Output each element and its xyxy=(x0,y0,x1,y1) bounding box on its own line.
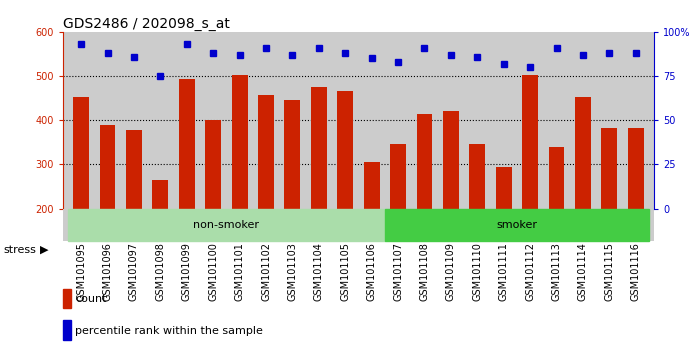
Bar xyxy=(73,97,89,209)
Bar xyxy=(205,120,221,209)
Bar xyxy=(152,180,168,209)
Text: percentile rank within the sample: percentile rank within the sample xyxy=(75,326,263,336)
Bar xyxy=(575,97,591,209)
Bar xyxy=(338,91,353,209)
Bar xyxy=(469,144,485,209)
Bar xyxy=(100,125,116,209)
Bar xyxy=(416,114,432,209)
Bar xyxy=(522,75,538,209)
Bar xyxy=(548,147,564,209)
Text: non-smoker: non-smoker xyxy=(193,219,260,230)
Bar xyxy=(258,95,274,209)
Text: smoker: smoker xyxy=(496,219,537,230)
Bar xyxy=(390,144,406,209)
Bar xyxy=(126,130,142,209)
Bar xyxy=(68,209,385,241)
Text: ▶: ▶ xyxy=(40,245,48,255)
Bar xyxy=(628,128,644,209)
Bar xyxy=(496,167,512,209)
Bar xyxy=(179,79,195,209)
Text: stress: stress xyxy=(3,245,36,255)
Bar xyxy=(311,87,326,209)
Text: GDS2486 / 202098_s_at: GDS2486 / 202098_s_at xyxy=(63,17,230,31)
Bar xyxy=(385,209,649,241)
Bar xyxy=(443,112,459,209)
Bar xyxy=(285,100,301,209)
Bar xyxy=(601,128,617,209)
Bar xyxy=(232,75,248,209)
Bar xyxy=(364,162,379,209)
Text: count: count xyxy=(75,294,106,304)
